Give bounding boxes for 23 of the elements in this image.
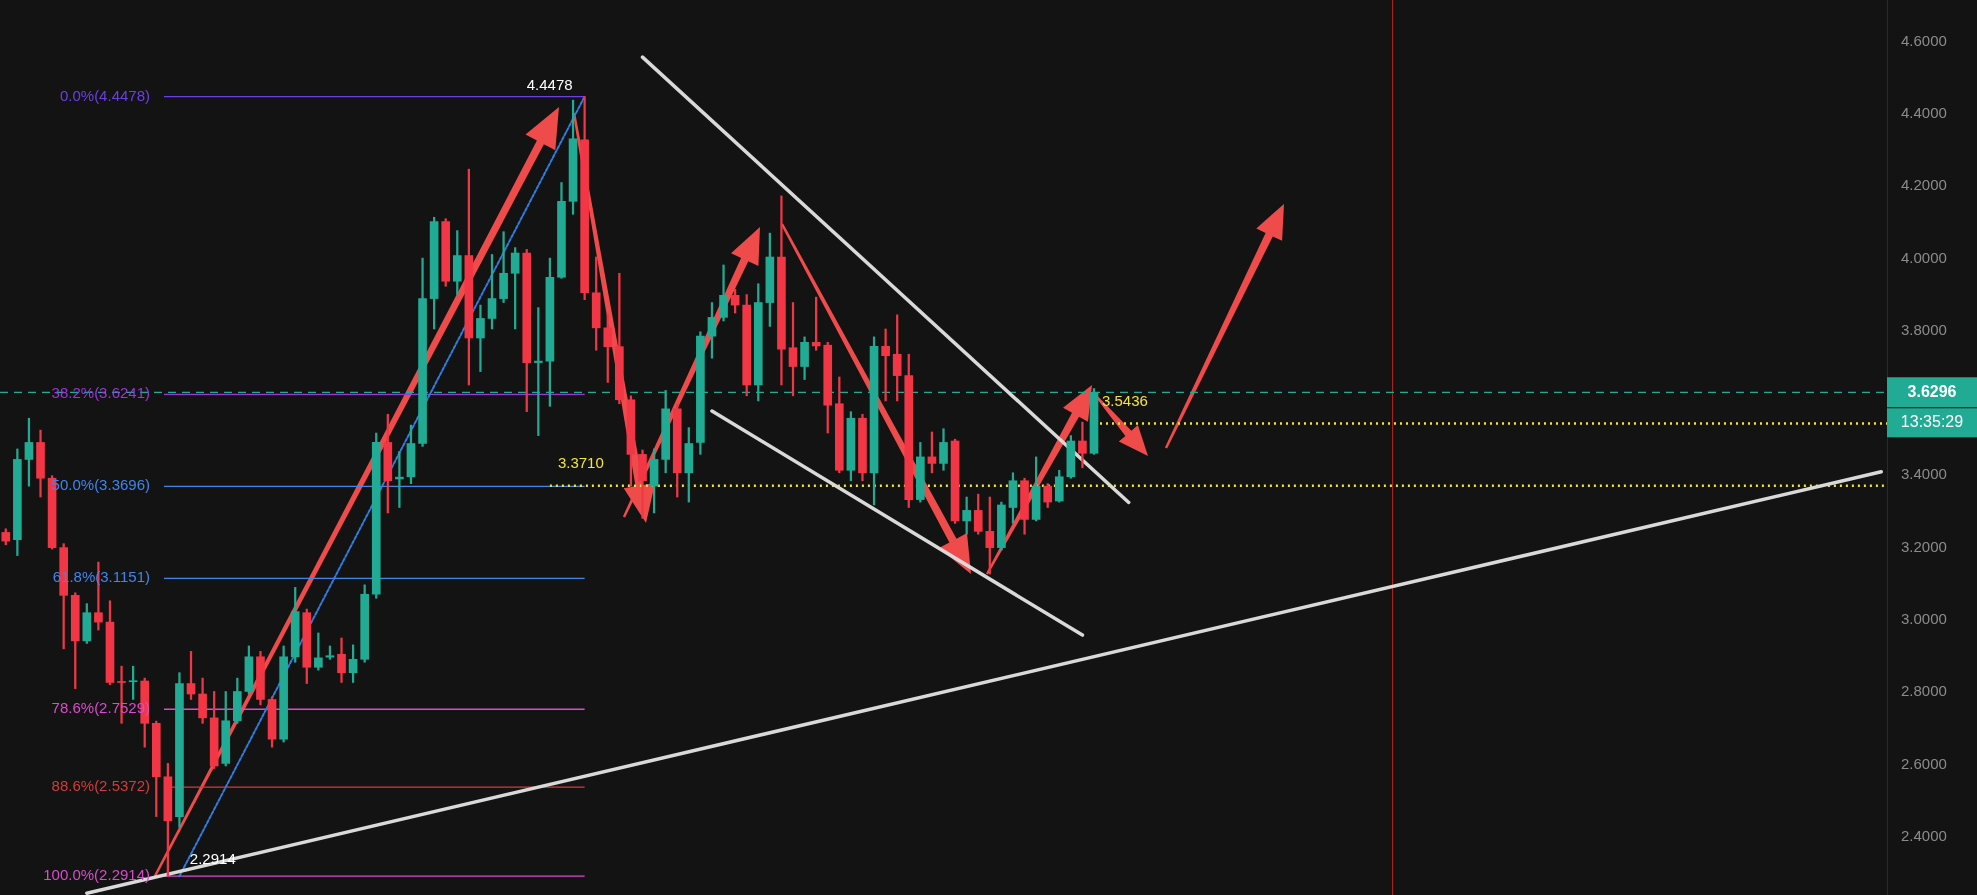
ref-line-label: 38.2%(3.6241) bbox=[51, 384, 150, 402]
ref-line-label: 100.0%(2.2914) bbox=[43, 866, 150, 884]
ref-line-label: 3.3710 bbox=[557, 453, 604, 471]
y-tick-label: 3.4000 bbox=[1901, 465, 1947, 483]
annotation: 4.4478 bbox=[526, 75, 573, 93]
ref-line-label: 3.6296 bbox=[1907, 382, 1957, 400]
y-tick-label: 3.8000 bbox=[1901, 320, 1947, 338]
ref-line-label: 3.5436 bbox=[1102, 391, 1148, 409]
text: 13:35:29 bbox=[1900, 412, 1964, 430]
y-tick-label: 2.4000 bbox=[1901, 826, 1947, 844]
y-tick-label: 3.2000 bbox=[1901, 537, 1947, 555]
y-tick-label: 2.6000 bbox=[1901, 754, 1947, 772]
y-tick-label: 4.2000 bbox=[1901, 176, 1947, 194]
y-tick-label: 4.0000 bbox=[1901, 248, 1947, 266]
y-tick-label: 4.6000 bbox=[1901, 31, 1947, 49]
y-tick-label: 3.0000 bbox=[1901, 610, 1947, 628]
candlestick bbox=[476, 304, 485, 372]
candlestick bbox=[1078, 421, 1087, 469]
ref-line-label: 0.0%(4.4478) bbox=[59, 86, 150, 104]
ref-line-label: 88.6%(2.5372) bbox=[51, 777, 150, 795]
y-tick-label: 2.8000 bbox=[1901, 682, 1947, 700]
candlestick bbox=[881, 328, 890, 402]
y-tick-label: 4.4000 bbox=[1901, 104, 1947, 121]
